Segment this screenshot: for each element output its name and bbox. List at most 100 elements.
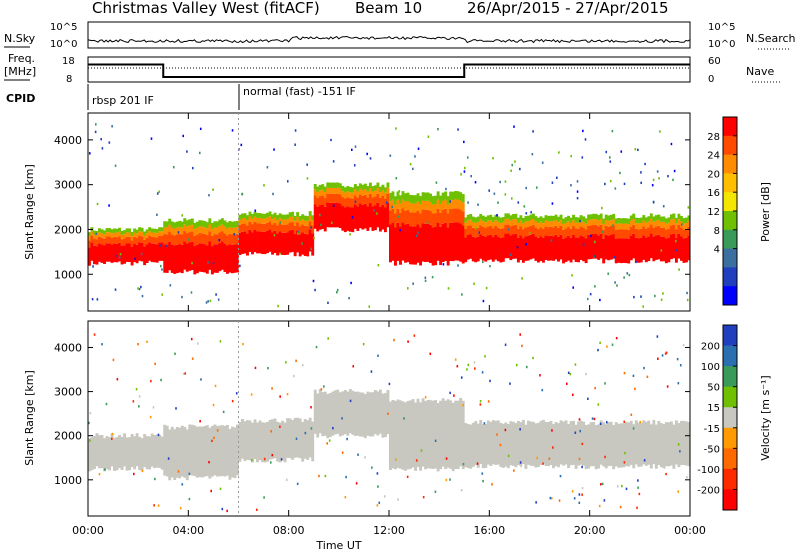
velocity-scatter-point <box>226 509 228 513</box>
power-band-cell <box>90 231 94 236</box>
power-scatter-point <box>589 292 592 296</box>
power-band-cell <box>246 215 249 221</box>
power-scatter-point <box>161 293 163 296</box>
velocity-scatter-point <box>349 399 352 403</box>
power-band-cell <box>248 211 252 217</box>
power-band-cell <box>326 187 330 194</box>
power-band-cell <box>230 221 234 228</box>
velocity-scatter-point <box>263 496 265 499</box>
velocity-scatter-point <box>677 443 680 446</box>
power-band-cell <box>614 229 618 239</box>
power-scatter-point <box>96 298 99 301</box>
power-band-cell <box>526 215 530 222</box>
power-colorbar-swatch <box>723 229 737 250</box>
power-band-cell <box>409 194 412 204</box>
power-band-cell <box>338 188 342 195</box>
power-band-cell <box>133 228 137 233</box>
power-scatter-point <box>470 174 472 178</box>
power-band-cell <box>95 239 99 247</box>
power-scatter-point <box>330 221 333 224</box>
power-scatter-point <box>637 148 639 152</box>
power-scatter-point <box>254 209 257 212</box>
power-band-cell <box>215 244 219 273</box>
power-scatter-point <box>205 301 208 304</box>
power-band-cell <box>371 197 375 207</box>
power-band-cell <box>125 236 129 244</box>
power-band-cell <box>198 220 202 227</box>
power-band-cell <box>474 237 478 263</box>
power-band-cell <box>118 227 122 232</box>
power-band-cell <box>629 226 633 236</box>
velocity-scatter-point <box>105 402 108 406</box>
velocity-scatter-point <box>88 421 90 425</box>
power-scatter-point <box>231 129 234 132</box>
power-scatter-point <box>332 204 335 207</box>
power-scatter-point <box>191 261 193 265</box>
velocity-band-cell <box>323 391 327 436</box>
power-band-cell <box>589 219 593 226</box>
power-band-cell <box>113 236 116 244</box>
power-scatter-point <box>605 150 608 154</box>
velocity-band-cell <box>271 419 275 459</box>
velocity-band-cell <box>602 422 606 467</box>
power-scatter-point <box>601 230 603 234</box>
power-band-cell <box>160 227 164 232</box>
velocity-band-cell <box>190 424 194 476</box>
power-band-cell <box>399 212 402 227</box>
power-band-cell <box>396 199 400 209</box>
velocity-band-cell <box>98 435 101 469</box>
power-band-cell <box>165 227 169 235</box>
power-band-cell <box>506 218 510 225</box>
power-band-cell <box>469 213 473 220</box>
velocity-band-cell <box>594 425 598 470</box>
power-band-cell <box>444 208 448 223</box>
power-band-cell <box>288 230 292 253</box>
velocity-scatter-point <box>157 433 160 437</box>
power-band-cell <box>238 224 242 233</box>
power-band-cell <box>313 183 317 190</box>
velocity-band-cell <box>634 420 638 465</box>
power-band-cell <box>557 236 560 262</box>
velocity-band-cell <box>632 424 636 469</box>
power-band-cell <box>198 226 202 234</box>
power-band-cell <box>484 222 488 229</box>
velocity-scatter-point <box>280 458 283 461</box>
velocity-band-cell <box>203 425 207 477</box>
power-band-cell <box>163 227 167 235</box>
power-band-cell <box>429 201 433 212</box>
power-scatter-point <box>662 292 664 295</box>
power-band-cell <box>180 244 184 274</box>
power-band-cell <box>261 218 264 224</box>
velocity-scatter-point <box>481 371 484 374</box>
time-tick-label: 16:00 <box>473 524 505 537</box>
velocity-band-cell <box>389 401 392 471</box>
power-band-cell <box>567 221 570 228</box>
power-band-cell <box>649 233 653 259</box>
power-band-cell <box>180 221 184 228</box>
power-band-cell <box>451 200 455 210</box>
velocity-band-cell <box>373 390 377 435</box>
power-band-cell <box>268 211 272 217</box>
power-band-cell <box>228 233 232 245</box>
power-band-cell <box>479 225 483 235</box>
power-band-cell <box>466 214 470 221</box>
date-range-title: 26/Apr/2015 - 27/Apr/2015 <box>467 0 669 17</box>
power-band-cell <box>170 244 174 273</box>
time-tick-label: 00:00 <box>72 524 104 537</box>
power-scatter-point <box>460 173 462 176</box>
velocity-scatter-point <box>395 458 397 461</box>
power-scatter-point <box>658 177 660 180</box>
power-scatter-point <box>532 130 534 133</box>
velocity-scatter-point <box>132 472 135 476</box>
power-band-cell <box>649 213 653 219</box>
power-band-cell <box>193 235 197 247</box>
power-band-cell <box>659 227 663 237</box>
power-band-cell <box>386 187 390 194</box>
power-band-cell <box>205 228 209 236</box>
velocity-scatter-point <box>643 366 645 370</box>
power-band-cell <box>328 182 332 188</box>
power-band-cell <box>200 233 204 244</box>
power-colorbar-swatch <box>723 117 737 137</box>
velocity-band-cell <box>258 420 262 461</box>
velocity-band-cell <box>266 421 269 462</box>
